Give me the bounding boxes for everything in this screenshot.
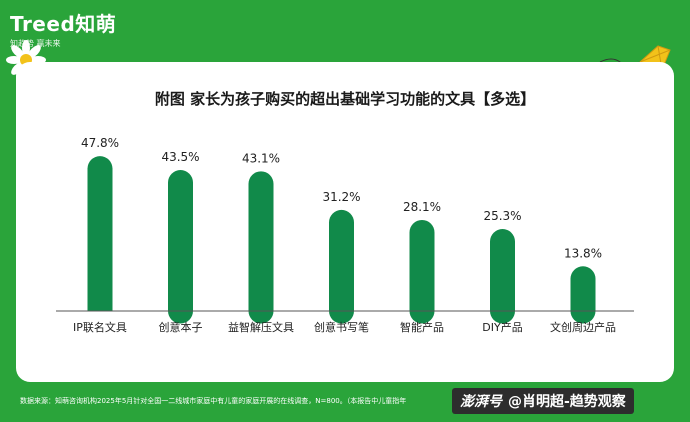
bar-6 [490, 229, 515, 324]
brand: Treed知萌 知趋势 赢未来 [10, 8, 116, 49]
category-label-4: 创意书写笔 [314, 320, 369, 334]
category-label-1: IP联名文具 [73, 320, 127, 334]
bar-chart: 47.8% IP联名文具 43.5% 创意本子 43.1% 益智解压文具 31.2% 创意书写… [56, 136, 634, 334]
value-label-6: 25.3% [483, 209, 521, 223]
chart-card: 附图 家长为孩子购买的超出基础学习功能的文具【多选】 47.8% IP联名文具 43… [16, 62, 674, 382]
watermark-author: @肖明超-趋势观察 [508, 394, 626, 410]
category-label-7: 文创周边产品 [550, 320, 616, 334]
category-label-3: 益智解压文具 [228, 320, 294, 334]
brand-tagline: 知趋势 赢未来 [10, 39, 61, 48]
brand-logo: Treed知萌 [10, 12, 117, 36]
chart-title: 附图 家长为孩子购买的超出基础学习功能的文具【多选】 [154, 90, 536, 108]
value-label-1: 47.8% [81, 136, 119, 150]
value-label-4: 31.2% [322, 190, 360, 204]
bar-4 [329, 209, 354, 324]
value-label-5: 28.1% [403, 200, 441, 214]
bar-5 [409, 219, 435, 324]
bar-2 [168, 170, 193, 324]
watermark: 澎湃号 @肖明超-趋势观察 [452, 388, 634, 414]
value-label-2: 43.5% [161, 150, 199, 164]
value-label-7: 13.8% [564, 246, 602, 260]
bar-1 [87, 156, 113, 324]
bar-7 [570, 266, 596, 324]
category-label-2: 创意本子 [159, 320, 203, 334]
watermark-brand: 澎湃号 [460, 394, 502, 410]
category-label-6: DIY产品 [482, 320, 522, 334]
bar-3 [248, 171, 274, 324]
data-source-note: 数据来源：知萌咨询机构2025年5月针对全国一二线城市家庭中有儿童的家庭开展的在… [20, 397, 407, 405]
category-label-5: 智能产品 [400, 320, 444, 334]
value-label-3: 43.1% [242, 151, 280, 165]
